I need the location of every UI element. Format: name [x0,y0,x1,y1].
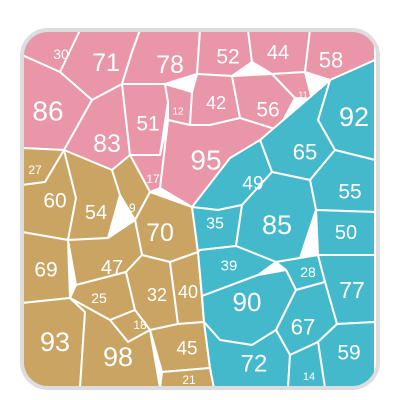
cell-label-77: 77 [339,277,365,303]
cell-label-14: 14 [303,371,315,383]
teal-cell-14 [287,341,326,388]
cell-label-47: 47 [101,257,123,279]
pink-cell-56 [231,73,296,131]
pink-cell-95 [159,117,279,208]
cell-label-86: 86 [32,96,63,127]
cell-label-45: 45 [176,339,197,360]
cell-label-49: 49 [242,174,263,195]
cell-label-50: 50 [335,222,357,244]
cell-label-52: 52 [216,46,239,69]
pink-cell-12 [164,83,193,126]
cell-label-90: 90 [233,287,262,317]
cell-label-44: 44 [267,42,289,64]
cell-label-27: 27 [28,163,42,177]
cell-label-42: 42 [206,93,226,113]
pink-cell-52 [196,30,253,77]
gold-cell-98 [69,297,161,388]
cell-label-72: 72 [241,351,268,378]
cell-label-28: 28 [300,264,316,280]
cell-label-85: 85 [262,210,292,240]
cell-label-70: 70 [146,219,174,247]
cell-label-25: 25 [91,290,107,306]
cell-label-35: 35 [206,216,224,233]
cell-label-55: 55 [338,181,361,204]
cell-label-98: 98 [103,342,133,372]
cell-label-11: 11 [298,90,307,100]
gold-cell-21 [159,367,215,388]
cell-label-56: 56 [256,99,279,122]
cell-label-19: 19 [122,201,136,215]
cell-label-39: 39 [221,258,238,275]
cell-label-17: 17 [146,172,160,186]
cell-label-18: 18 [133,318,147,332]
cell-label-92: 92 [339,102,369,132]
rounded-frame [20,28,380,390]
cell-label-58: 58 [319,48,343,73]
pink-cell-51 [121,83,169,156]
cell-label-93: 93 [40,327,70,357]
cell-label-30: 30 [53,46,69,62]
cell-label-69: 69 [34,259,57,282]
cell-label-95: 95 [190,145,221,176]
cell-label-67: 67 [291,315,315,340]
cell-label-59: 59 [337,342,360,365]
cell-label-71: 71 [92,49,120,77]
cell-label-51: 51 [136,113,159,136]
cell-label-21: 21 [182,373,196,387]
cell-label-78: 78 [156,51,184,79]
cell-label-65: 65 [293,140,317,165]
cell-label-83: 83 [93,130,121,158]
cell-label-32: 32 [147,285,167,305]
cell-label-40: 40 [178,282,198,302]
cell-label-60: 60 [43,190,66,213]
cell-label-54: 54 [85,202,107,224]
cell-label-12: 12 [172,107,184,118]
